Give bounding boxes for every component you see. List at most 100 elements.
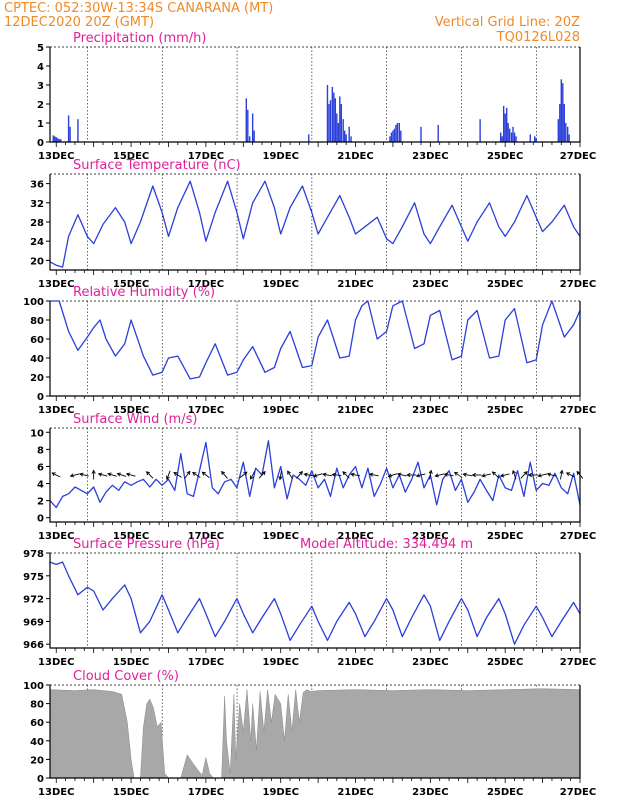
temp-panel: 20 24 28 32 36 13DEC 15DEC 17DEC 19DEC 21DEC 23DEC… [30,158,596,290]
precip-bar [348,126,350,142]
precip-xtick-label: 13DEC [38,151,74,162]
pres-series-line [49,561,581,645]
wind-arrow-shaft [560,470,563,480]
wind-arrow-shaft [322,473,332,477]
wind-arrow-head [546,472,552,477]
wind-arrow-shaft [107,473,117,477]
precip-bar [513,132,516,142]
wind-arrow-shaft [520,471,528,479]
rh-xtick-label: 13DEC [38,405,74,416]
wind-arrow-head [243,471,248,476]
wind-ytick-label: 2 [37,497,44,508]
wind-arrow-shaft [512,470,517,480]
wind-arrow-shaft [126,473,136,477]
wind-ytick-label: 8 [37,445,44,456]
wind-arrow-head [387,473,393,478]
precip-bar [339,96,341,142]
wind-arrow [107,472,117,477]
precip-bar [395,124,397,142]
pres-xtick-label: 15DEC [113,657,149,668]
wind-arrow-shaft [304,473,314,477]
temp-ytick-label: 32 [30,199,44,210]
cloud-xtick-label: 15DEC [113,787,149,798]
wind-arrow-shaft [388,473,398,477]
wind-arrow-shaft [202,471,210,479]
wind-arrow-head [576,470,581,476]
pres-panel: 966 969 972 975 978 13DEC 15DEC 17DEC 19DEC 21DEC… [23,537,596,668]
wind-arrow [559,469,564,480]
wind-arrow-head [91,469,96,474]
precip-bar [350,136,352,142]
pres-frame [49,553,581,649]
precip-bar [505,107,508,142]
rh-series-line [50,300,581,380]
precip-bar [345,134,347,142]
temp-xtick-label: 17DEC [188,279,224,290]
wind-arrow-shaft [547,473,557,477]
wind-arrow-head [298,470,303,476]
pres-ytick-label: 975 [23,572,44,583]
wind-arrow-head [186,470,191,475]
rh-frame [49,301,581,397]
wind-arrow-shaft [351,473,361,477]
wind-arrow-head [537,473,542,478]
temp-xtick-label: 15DEC [113,279,149,290]
wind-arrow [415,473,426,478]
cloud-xtick-label: 23DEC [412,787,448,798]
wind-arrow-head [512,469,516,475]
wind-arrow-head [278,475,283,481]
wind-arrow [520,471,528,479]
wind-arrow-shaft [52,472,61,478]
wind-arrow [481,473,491,478]
precip-bar [515,136,517,142]
wind-arrow-shaft [332,474,342,476]
wind-arrow-head [415,473,421,478]
cloud-frame [49,685,581,779]
wind-arrow [287,470,293,480]
precip-bar [52,135,54,142]
wind-arrow [165,470,171,481]
wind-arrow-head [481,473,486,478]
wind-xtick-label: 25DEC [487,531,523,542]
precip-bar [342,119,344,142]
wind-arrow [537,473,548,478]
precip-bar [245,98,247,142]
wind-arrow [499,473,510,478]
precip-bar [336,113,338,142]
temp-ytick-label: 36 [30,180,44,191]
wind-arrow-head [368,472,374,477]
wind-arrow-head [250,475,254,480]
pres-ytick-label: 966 [23,640,44,651]
rh-xtick-label: 27DEC [560,405,596,416]
wind-arrow-shaft [173,472,182,478]
wind-arrow [331,472,342,477]
temp-xtick-label: 21DEC [337,279,373,290]
precip-bar [398,123,401,142]
precip-bar [502,105,505,142]
wind-arrow-shaft [221,471,228,479]
wind-arrow-shaft [369,473,379,477]
wind-arrow [97,472,108,477]
temp-xtick-label: 19DEC [263,279,299,290]
precip-title: Precipitation (mm/h) [73,31,206,46]
precip-bar [559,104,561,142]
wind-arrow [512,469,517,480]
precip-bar [507,123,509,142]
wind-xtick-label: 15DEC [113,531,149,542]
precip-xtick-label: 23DEC [412,151,448,162]
precip-xtick-label: 25DEC [487,151,523,162]
precip-bar [331,86,334,142]
temp-ytick-label: 24 [30,237,44,248]
temp-ytick-label: 28 [30,218,44,229]
wind-arrow-head [107,472,112,477]
wind-arrow [491,471,500,479]
wind-arrow-shaft [481,473,491,477]
precip-xtick-label: 19DEC [263,151,299,162]
wind-arrow-head [350,472,355,477]
wind-arrow-head [192,471,197,476]
wind-xtick-label: 17DEC [188,531,224,542]
precip-bar [392,130,394,142]
rh-title: Relative Humidity (%) [73,285,215,300]
wind-arrow-head [116,472,121,477]
wind-frame [49,428,581,523]
